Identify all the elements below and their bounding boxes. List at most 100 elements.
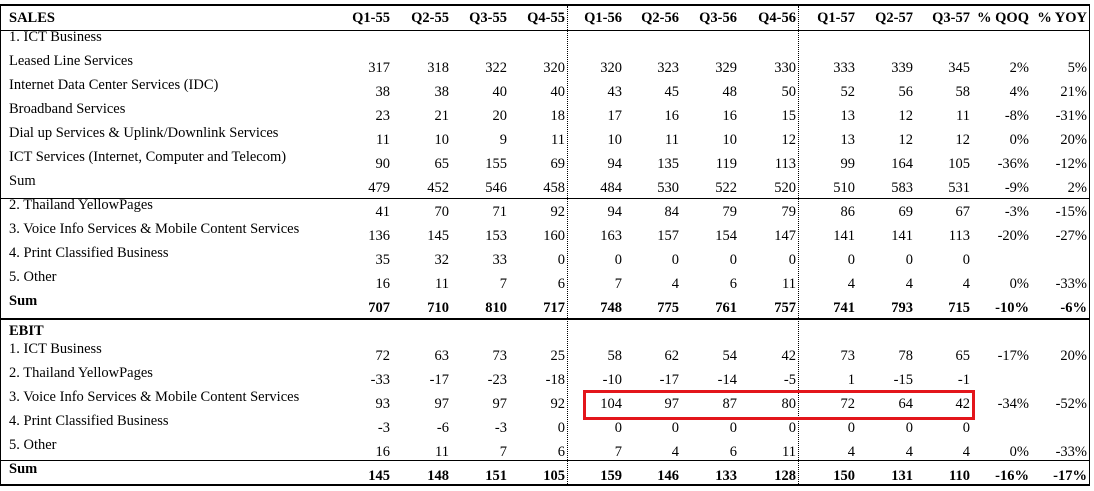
column-header: Q3-55	[469, 10, 507, 26]
value-cell: 93	[375, 396, 391, 412]
value-cell: 715	[948, 300, 970, 316]
value-cell	[332, 29, 390, 53]
value-cell: 0	[671, 420, 679, 436]
value-cell: 99	[840, 156, 856, 172]
value-cell: -17%	[1053, 468, 1087, 484]
value-cell: 164	[891, 156, 913, 172]
value-cell: -20%	[997, 228, 1029, 244]
row-label: 4. Print Classified Business	[9, 413, 169, 429]
value-cell: 0%	[1009, 444, 1029, 460]
value-cell: 4	[847, 444, 855, 460]
value-cell: 73	[492, 348, 508, 364]
value-cell: 90	[375, 156, 391, 172]
value-cell: 11	[956, 108, 970, 124]
value-cell	[449, 29, 507, 53]
value-cell: -16%	[995, 468, 1029, 484]
value-cell: 10	[722, 132, 738, 148]
value-cell: 317	[368, 60, 390, 76]
row-divider	[0, 460, 1090, 461]
value-cell: 86	[840, 204, 856, 220]
sales-row: Dial up Services & Uplink/Downlink Servi…	[0, 125, 1090, 149]
value-cell: 79	[781, 204, 797, 220]
highlight-box	[583, 390, 975, 420]
value-cell: 78	[898, 348, 914, 364]
value-cell: 11	[376, 132, 390, 148]
value-cell: 12	[898, 108, 914, 124]
value-cell: 97	[434, 396, 450, 412]
value-cell: 145	[427, 228, 449, 244]
row-label: Sum	[9, 293, 38, 309]
column-header: % QOQ	[977, 10, 1029, 26]
value-cell: -27%	[1055, 228, 1087, 244]
row-label: ICT Services (Internet, Computer and Tel…	[9, 149, 287, 165]
value-cell	[679, 29, 737, 53]
row-label: 4. Print Classified Business	[9, 245, 169, 261]
value-cell: 330	[774, 60, 796, 76]
value-cell	[507, 29, 565, 53]
value-cell	[391, 29, 449, 53]
value-cell: 35	[375, 252, 391, 268]
value-cell: -33%	[1055, 276, 1087, 292]
value-cell: 25	[550, 348, 566, 364]
value-cell: 119	[715, 156, 737, 172]
value-cell: 4	[905, 444, 913, 460]
value-cell	[797, 29, 855, 53]
value-cell: 333	[833, 60, 855, 76]
value-cell: 4	[962, 444, 970, 460]
value-cell: 80	[781, 396, 797, 412]
value-cell: 18	[550, 108, 566, 124]
column-header: Q4-55	[527, 10, 565, 26]
value-cell	[564, 29, 622, 53]
table-border	[1089, 4, 1090, 486]
value-cell: 50	[781, 84, 797, 100]
value-cell: 69	[550, 156, 566, 172]
value-cell: 84	[664, 204, 680, 220]
value-cell: -17%	[997, 348, 1029, 364]
column-header: % YOY	[1037, 10, 1087, 26]
value-cell: -15%	[1055, 204, 1087, 220]
value-cell: 133	[715, 468, 737, 484]
ebit-row: Sum 145 148 151 105 159 146 133 128 150 131 110 -16%…	[0, 461, 1090, 485]
value-cell: 479	[368, 180, 390, 196]
value-cell: 530	[657, 180, 679, 196]
row-divider	[0, 4, 1090, 6]
value-cell: 38	[375, 84, 391, 100]
value-cell: -8%	[1004, 108, 1029, 124]
value-cell: 58	[955, 84, 971, 100]
sales-row: Broadband Services 23 21 20 18 17 16 16 15 13 12 11…	[0, 101, 1090, 125]
value-cell: 7	[499, 444, 507, 460]
value-cell: -9%	[1004, 180, 1029, 196]
value-cell: 64	[898, 396, 914, 412]
value-cell: 62	[664, 348, 680, 364]
value-cell: 135	[657, 156, 679, 172]
value-cell: 10	[607, 132, 623, 148]
value-cell: 320	[600, 60, 622, 76]
value-cell: 20%	[1060, 132, 1087, 148]
value-cell: 0	[905, 420, 913, 436]
value-cell: 2%	[1067, 180, 1087, 196]
value-cell	[1029, 365, 1087, 389]
value-cell	[971, 245, 1029, 269]
value-cell: 0	[788, 252, 796, 268]
value-cell: 131	[891, 468, 913, 484]
value-cell: 65	[434, 156, 450, 172]
row-label: Internet Data Center Services (IDC)	[9, 77, 219, 93]
value-cell: 0	[729, 252, 737, 268]
sales-header: SALES	[9, 10, 55, 26]
value-cell: 4	[905, 276, 913, 292]
value-cell: 320	[543, 60, 565, 76]
column-header: Q2-55	[411, 10, 449, 26]
column-header: Q2-57	[875, 10, 913, 26]
row-divider	[0, 484, 1090, 486]
value-cell: 2%	[1009, 60, 1029, 76]
value-cell: 79	[722, 204, 738, 220]
value-cell: 318	[427, 60, 449, 76]
value-cell: 16	[722, 108, 738, 124]
value-cell: 0	[962, 252, 970, 268]
value-cell: 163	[600, 228, 622, 244]
value-cell: 21%	[1060, 84, 1087, 100]
value-cell: 323	[657, 60, 679, 76]
value-cell: 11	[435, 276, 449, 292]
value-cell: 0	[557, 252, 565, 268]
